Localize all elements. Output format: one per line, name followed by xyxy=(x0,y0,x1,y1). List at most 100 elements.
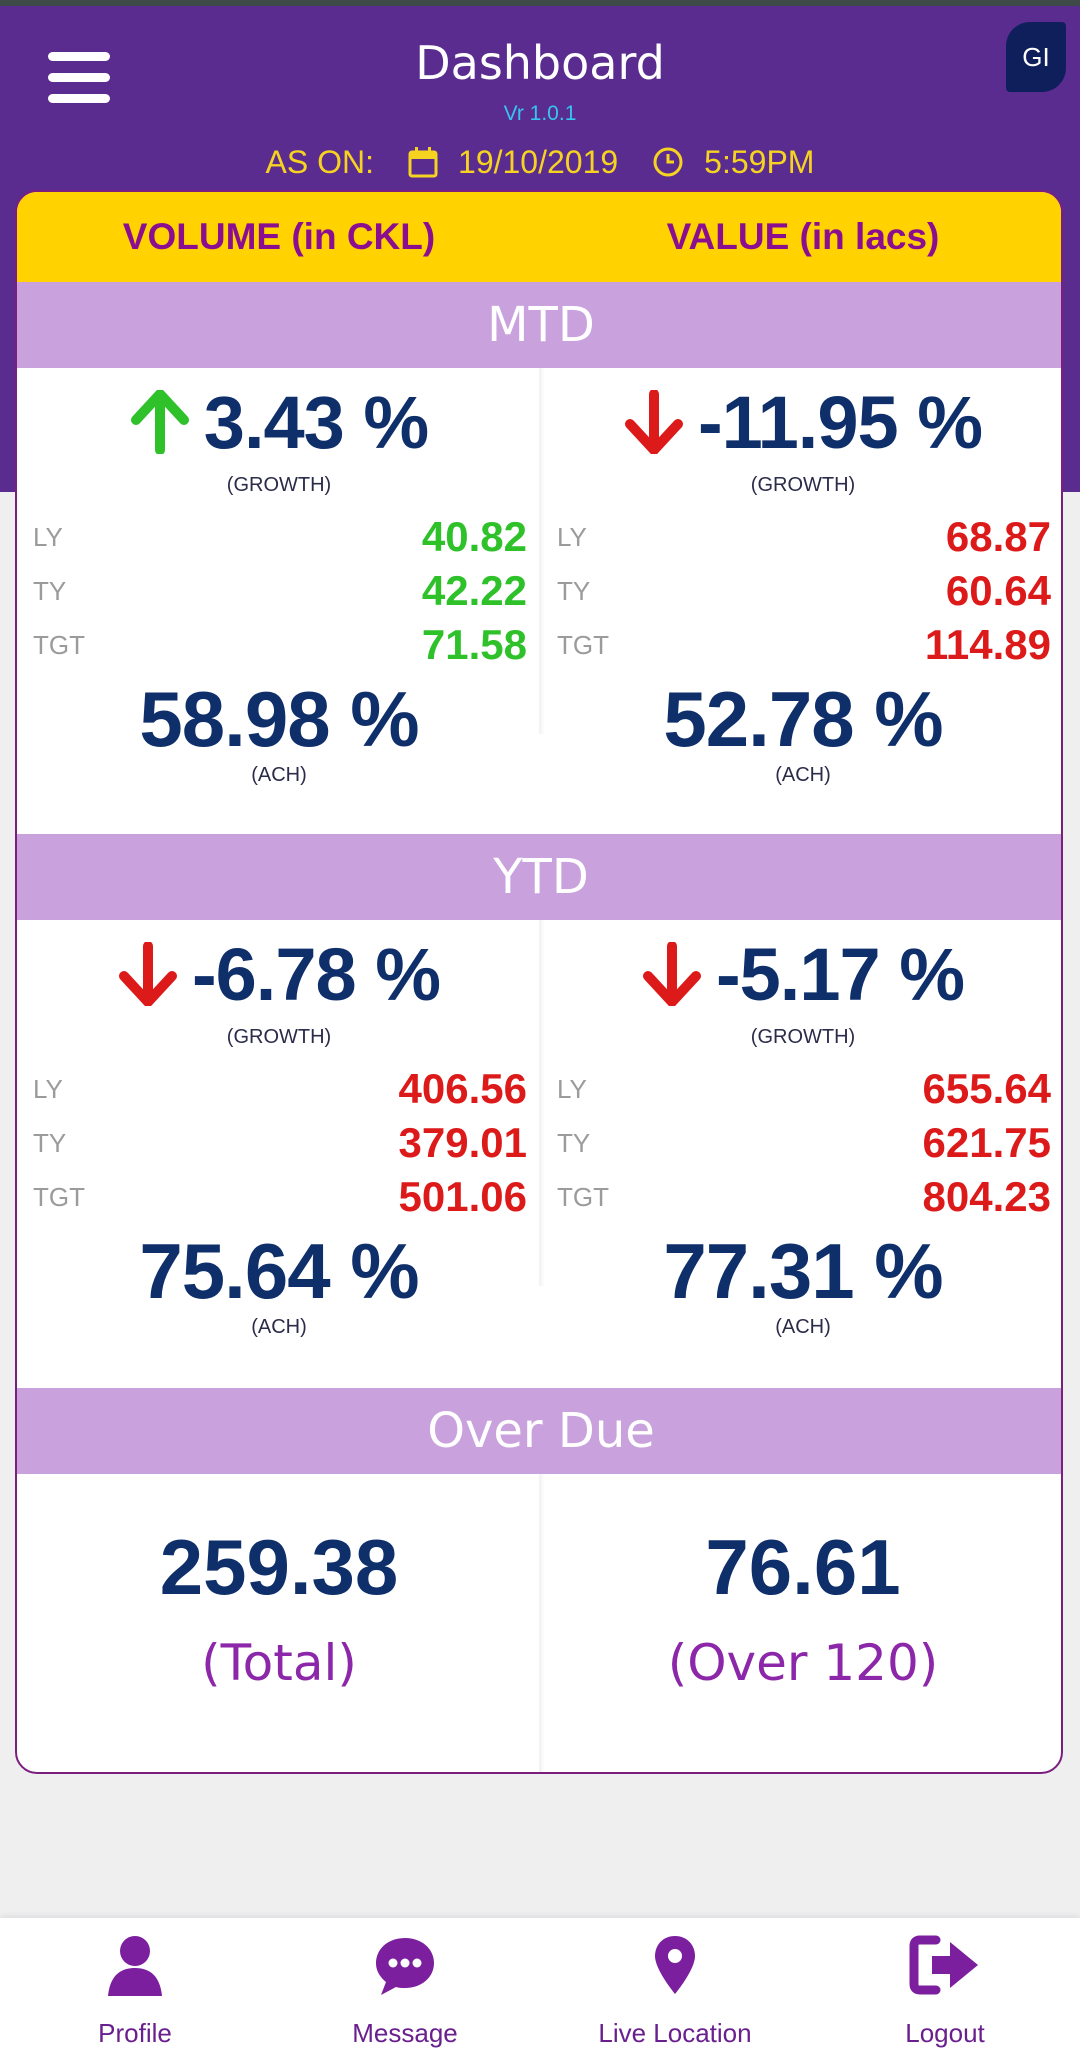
growth-label: (GROWTH) xyxy=(750,1026,856,1048)
overdue-over120-cell: 76.61 (Over 120) xyxy=(541,1474,1061,1772)
nav-profile-label: Profile xyxy=(98,2018,172,2048)
ly-row: LY 406.56 xyxy=(33,1062,527,1116)
ach-label: (ACH) xyxy=(251,1316,307,1338)
growth-value: -6.78 % xyxy=(191,932,441,1016)
clock-icon xyxy=(653,147,683,177)
ach-value: 75.64 % xyxy=(139,1227,419,1315)
overdue-total-cell: 259.38 (Total) xyxy=(17,1474,541,1772)
tgt-label: TGT xyxy=(557,629,609,660)
volume-column-header[interactable]: VOLUME (in CKL) xyxy=(17,192,541,282)
overdue-total-value: 259.38 xyxy=(159,1523,399,1611)
tgt-value: 71.58 xyxy=(421,621,527,668)
tgt-label: TGT xyxy=(33,1181,85,1212)
growth-label: (GROWTH) xyxy=(226,474,332,496)
ach-value: 52.78 % xyxy=(663,675,943,763)
arrow-down-icon xyxy=(642,942,701,1006)
overdue-over120-label: (Over 120) xyxy=(667,1634,939,1692)
nav-logout[interactable]: Logout xyxy=(810,1918,1080,2064)
ty-row: TY 42.22 xyxy=(33,564,527,618)
nav-profile[interactable]: Profile xyxy=(0,1918,270,2064)
tgt-label: TGT xyxy=(557,1181,609,1212)
growth-value: 3.43 % xyxy=(203,380,429,464)
message-icon xyxy=(376,1938,434,1995)
arrow-down-icon xyxy=(624,390,683,454)
ty-value: 621.75 xyxy=(922,1119,1051,1166)
ty-value: 42.22 xyxy=(421,567,527,614)
nav-logout-label: Logout xyxy=(905,2018,985,2048)
as-on-date: 19/10/2019 xyxy=(458,143,619,180)
as-on-label: AS ON: xyxy=(265,143,375,180)
arrow-up-icon xyxy=(130,390,189,454)
nav-message-label: Message xyxy=(352,2018,458,2048)
ly-label: LY xyxy=(557,1073,587,1104)
ty-label: TY xyxy=(557,575,591,606)
tgt-row: TGT 501.06 xyxy=(33,1170,527,1224)
ly-label: LY xyxy=(33,521,63,552)
ty-label: TY xyxy=(557,1127,591,1158)
tgt-value: 804.23 xyxy=(922,1173,1051,1220)
location-pin-icon xyxy=(655,1936,695,1994)
ly-value: 68.87 xyxy=(945,513,1051,560)
mtd-section-title: MTD xyxy=(17,282,1061,368)
status-strip xyxy=(0,0,1080,6)
ty-value: 379.01 xyxy=(398,1119,527,1166)
tgt-value: 501.06 xyxy=(398,1173,527,1220)
value-column-header[interactable]: VALUE (in lacs) xyxy=(541,192,1061,282)
mtd-value-cell: -11.95 % (GROWTH) LY 68.87 TY 60.64 TGT … xyxy=(541,368,1061,787)
growth-row: -5.17 % xyxy=(541,932,1061,1016)
ly-value: 655.64 xyxy=(922,1065,1051,1112)
tgt-row: TGT 114.89 xyxy=(557,618,1051,672)
growth-row: 3.43 % xyxy=(17,380,541,464)
ty-row: TY 621.75 xyxy=(557,1116,1051,1170)
ty-value: 60.64 xyxy=(945,567,1051,614)
growth-label: (GROWTH) xyxy=(750,474,856,496)
overdue-section-title: Over Due xyxy=(17,1388,1061,1474)
ly-label: LY xyxy=(557,521,587,552)
avatar[interactable]: GI xyxy=(1006,22,1066,92)
growth-label: (GROWTH) xyxy=(226,1026,332,1048)
as-on-time: 5:59PM xyxy=(704,143,815,180)
ly-row: LY 68.87 xyxy=(557,510,1051,564)
ly-row: LY 655.64 xyxy=(557,1062,1051,1116)
column-divider xyxy=(539,368,545,734)
ytd-value-cell: -5.17 % (GROWTH) LY 655.64 TY 621.75 TGT… xyxy=(541,920,1061,1339)
tgt-label: TGT xyxy=(33,629,85,660)
growth-value: -11.95 % xyxy=(697,380,983,464)
overdue-over120-value: 76.61 xyxy=(705,1523,901,1611)
ty-row: TY 379.01 xyxy=(33,1116,527,1170)
growth-row: -11.95 % xyxy=(541,380,1061,464)
ach-value: 58.98 % xyxy=(139,675,419,763)
ly-label: LY xyxy=(33,1073,63,1104)
growth-row: -6.78 % xyxy=(17,932,541,1016)
as-on-row: AS ON: 19/10/2019 5:59PM xyxy=(0,140,1080,184)
dashboard-card: VOLUME (in CKL) VALUE (in lacs) MTD 3.43… xyxy=(15,190,1063,1774)
ly-value: 40.82 xyxy=(421,513,527,560)
column-divider xyxy=(539,1474,545,1772)
tgt-row: TGT 71.58 xyxy=(33,618,527,672)
app-version: Vr 1.0.1 xyxy=(503,102,577,125)
ty-row: TY 60.64 xyxy=(557,564,1051,618)
ytd-volume-cell: -6.78 % (GROWTH) LY 406.56 TY 379.01 TGT… xyxy=(17,920,541,1339)
ytd-section-title: YTD xyxy=(17,834,1061,920)
nav-live-location-label: Live Location xyxy=(598,2018,752,2048)
ach-label: (ACH) xyxy=(251,764,307,786)
logout-icon xyxy=(909,1935,978,1995)
calendar-icon xyxy=(408,147,438,178)
profile-icon xyxy=(108,1936,162,1996)
nav-live-location[interactable]: Live Location xyxy=(540,1918,810,2064)
ach-value: 77.31 % xyxy=(663,1227,943,1315)
mtd-volume-cell: 3.43 % (GROWTH) LY 40.82 TY 42.22 TGT 71… xyxy=(17,368,541,787)
page-title: Dashboard xyxy=(415,36,665,90)
nav-message[interactable]: Message xyxy=(270,1918,540,2064)
ach-label: (ACH) xyxy=(775,764,831,786)
ly-row: LY 40.82 xyxy=(33,510,527,564)
column-divider xyxy=(539,920,545,1286)
overdue-total-label: (Total) xyxy=(201,1634,357,1692)
tgt-row: TGT 804.23 xyxy=(557,1170,1051,1224)
arrow-down-icon xyxy=(118,942,177,1006)
tgt-value: 114.89 xyxy=(924,621,1051,668)
ach-label: (ACH) xyxy=(775,1316,831,1338)
menu-icon[interactable] xyxy=(48,52,110,104)
ly-value: 406.56 xyxy=(398,1065,527,1112)
growth-value: -5.17 % xyxy=(715,932,965,1016)
